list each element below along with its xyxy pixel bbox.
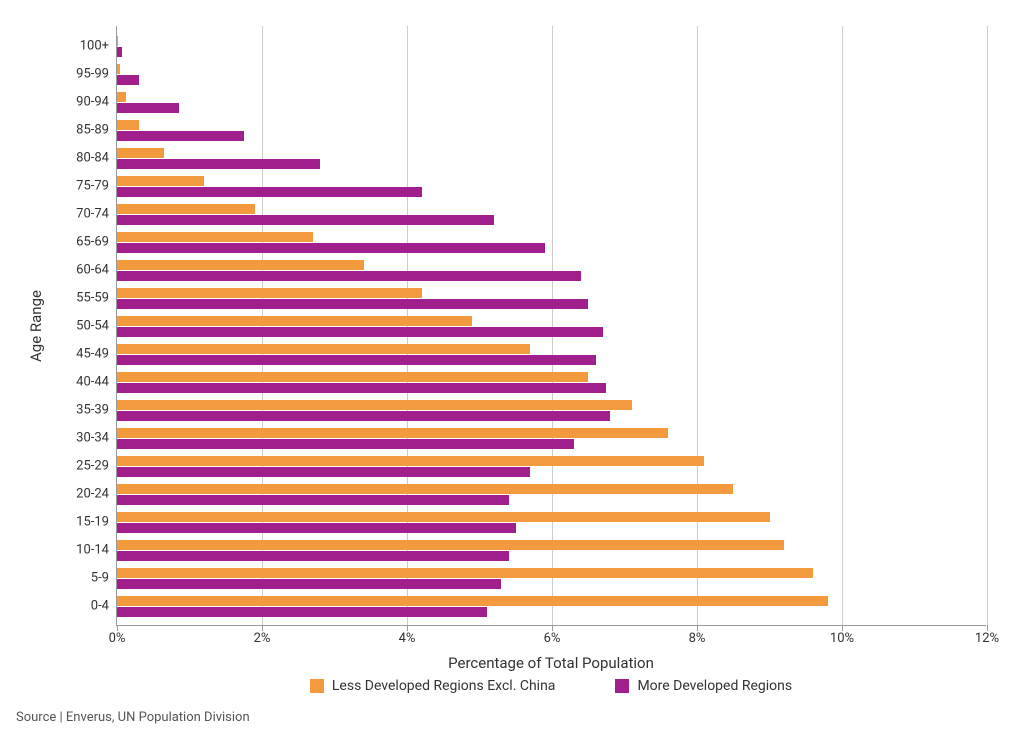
bar <box>117 512 770 522</box>
legend-swatch <box>310 679 324 693</box>
y-tick-label: 15-19 <box>76 515 109 530</box>
x-tick-label: 8% <box>689 631 706 646</box>
bar <box>117 551 509 561</box>
bar <box>117 260 364 270</box>
bar <box>117 75 139 85</box>
y-tick-label: 0-4 <box>91 599 109 614</box>
bar <box>117 64 120 74</box>
x-tick-label: 4% <box>399 631 416 646</box>
y-tick-label: 75-79 <box>76 179 109 194</box>
y-axis-title: Age Range <box>27 290 45 362</box>
bar <box>117 36 118 46</box>
bar <box>117 439 574 449</box>
bar <box>117 456 704 466</box>
legend-label: More Developed Regions <box>637 678 792 694</box>
bar <box>117 344 530 354</box>
bar <box>117 523 516 533</box>
y-tick-label: 80-84 <box>76 151 109 166</box>
population-age-chart: Age Range 0%2%4%6%8%10%12%100+95-9990-94… <box>16 16 1008 732</box>
bar <box>117 232 313 242</box>
y-tick-label: 20-24 <box>76 487 109 502</box>
y-tick-label: 85-89 <box>76 123 109 138</box>
gridline <box>697 26 698 625</box>
bar <box>117 568 813 578</box>
bar <box>117 131 244 141</box>
bar <box>117 540 784 550</box>
bar <box>117 148 164 158</box>
bar <box>117 355 596 365</box>
bar <box>117 467 530 477</box>
bar <box>117 103 179 113</box>
bar <box>117 596 828 606</box>
gridline <box>262 26 263 625</box>
bar <box>117 495 509 505</box>
bar <box>117 120 139 130</box>
bar <box>117 271 581 281</box>
source-attribution: Source | Enverus, UN Population Division <box>16 710 250 725</box>
x-tick-label: 10% <box>830 631 854 646</box>
y-tick-label: 50-54 <box>76 319 109 334</box>
x-tick-label: 2% <box>254 631 271 646</box>
y-tick-label: 5-9 <box>91 571 109 586</box>
gridline <box>842 26 843 625</box>
y-tick-label: 45-49 <box>76 347 109 362</box>
plot-area: 0%2%4%6%8%10%12%100+95-9990-9485-8980-84… <box>116 26 986 626</box>
legend-label: Less Developed Regions Excl. China <box>332 678 556 694</box>
x-axis-title: Percentage of Total Population <box>116 654 986 672</box>
bar <box>117 327 603 337</box>
bar <box>117 372 588 382</box>
bar <box>117 411 610 421</box>
bar <box>117 484 733 494</box>
bar <box>117 243 545 253</box>
bar <box>117 92 126 102</box>
x-tick-label: 6% <box>544 631 561 646</box>
y-tick-label: 55-59 <box>76 291 109 306</box>
bar <box>117 607 487 617</box>
bar <box>117 428 668 438</box>
bar <box>117 47 122 57</box>
x-tick-label: 0% <box>109 631 126 646</box>
y-tick-label: 65-69 <box>76 235 109 250</box>
y-tick-label: 35-39 <box>76 403 109 418</box>
bar <box>117 204 255 214</box>
bar <box>117 288 422 298</box>
legend: Less Developed Regions Excl. China More … <box>116 678 986 694</box>
y-tick-label: 10-14 <box>76 543 109 558</box>
y-tick-label: 95-99 <box>76 67 109 82</box>
y-tick-label: 70-74 <box>76 207 109 222</box>
x-tick-label: 12% <box>975 631 999 646</box>
bar <box>117 383 606 393</box>
legend-item-less-developed: Less Developed Regions Excl. China <box>310 678 556 694</box>
legend-item-more-developed: More Developed Regions <box>615 678 792 694</box>
bar <box>117 316 472 326</box>
gridline <box>987 26 988 625</box>
bar <box>117 187 422 197</box>
y-tick-label: 25-29 <box>76 459 109 474</box>
bar <box>117 159 320 169</box>
y-tick-label: 100+ <box>80 39 109 54</box>
y-tick-label: 30-34 <box>76 431 109 446</box>
bar <box>117 176 204 186</box>
bar <box>117 299 588 309</box>
y-tick-label: 60-64 <box>76 263 109 278</box>
legend-swatch <box>615 679 629 693</box>
y-tick-label: 90-94 <box>76 95 109 110</box>
bar <box>117 400 632 410</box>
y-tick-label: 40-44 <box>76 375 109 390</box>
bar <box>117 215 494 225</box>
gridline <box>552 26 553 625</box>
gridline <box>407 26 408 625</box>
bar <box>117 579 501 589</box>
